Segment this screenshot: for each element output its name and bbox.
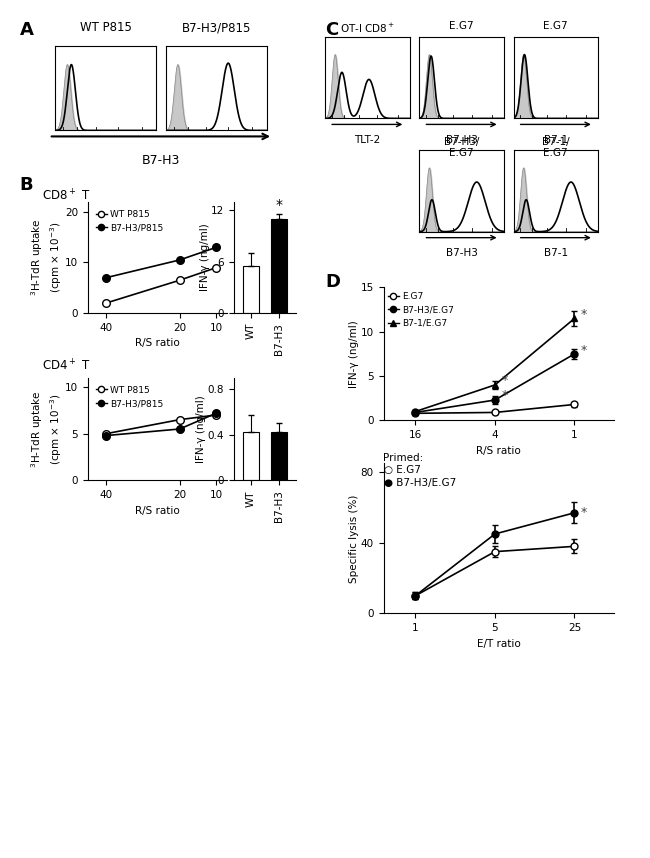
- Bar: [271, 432, 287, 480]
- Text: *: *: [581, 506, 587, 519]
- X-axis label: R/S ratio: R/S ratio: [135, 505, 180, 516]
- Text: B7-H3: B7-H3: [445, 135, 478, 145]
- Text: B: B: [20, 176, 33, 194]
- Y-axis label: IFN-γ (ng/ml): IFN-γ (ng/ml): [349, 320, 359, 388]
- Text: ● B7-H3/E.G7: ● B7-H3/E.G7: [384, 478, 456, 488]
- Text: OT-I CD8$^+$: OT-I CD8$^+$: [339, 21, 395, 34]
- Y-axis label: $^3$H-TdR uptake
(cpm × 10$^{-3}$): $^3$H-TdR uptake (cpm × 10$^{-3}$): [29, 390, 64, 468]
- Text: CD8$^+$ T: CD8$^+$ T: [42, 189, 90, 204]
- X-axis label: E/T ratio: E/T ratio: [477, 638, 521, 649]
- Text: ○ E.G7: ○ E.G7: [384, 465, 421, 475]
- Text: Primed:: Primed:: [384, 453, 424, 463]
- Text: *: *: [581, 308, 587, 321]
- Legend: WT P815, B7-H3/P815: WT P815, B7-H3/P815: [92, 206, 167, 236]
- Text: B7-H3: B7-H3: [142, 154, 181, 167]
- Text: B7-H3/P815: B7-H3/P815: [182, 21, 251, 34]
- Text: E.G7: E.G7: [449, 148, 474, 159]
- Text: A: A: [20, 21, 33, 39]
- Text: C: C: [325, 21, 338, 39]
- Text: D: D: [325, 273, 340, 291]
- Text: B7-1: B7-1: [543, 135, 568, 145]
- Y-axis label: Specific lysis (%): Specific lysis (%): [349, 494, 359, 583]
- Y-axis label: IFN-γ (ng/ml): IFN-γ (ng/ml): [196, 396, 207, 462]
- Text: *: *: [581, 343, 587, 357]
- Text: *: *: [276, 198, 282, 212]
- Y-axis label: $^3$H-TdR uptake
(cpm × 10$^{-3}$): $^3$H-TdR uptake (cpm × 10$^{-3}$): [29, 219, 64, 296]
- Text: E.G7: E.G7: [449, 21, 474, 32]
- Text: E.G7: E.G7: [543, 21, 568, 32]
- Text: E.G7: E.G7: [543, 148, 568, 159]
- Legend: E.G7, B7-H3/E.G7, B7-1/E.G7: E.G7, B7-H3/E.G7, B7-1/E.G7: [388, 292, 454, 328]
- Y-axis label: IFN-γ (ng/ml): IFN-γ (ng/ml): [200, 224, 210, 291]
- Bar: [243, 266, 259, 313]
- Text: B7-H3/: B7-H3/: [444, 137, 479, 148]
- Text: *: *: [501, 374, 508, 387]
- Bar: [271, 219, 287, 313]
- Text: *: *: [501, 389, 508, 402]
- Text: B7-H3: B7-H3: [445, 248, 478, 258]
- X-axis label: R/S ratio: R/S ratio: [476, 445, 521, 456]
- Text: B7-1/: B7-1/: [542, 137, 569, 148]
- Text: TLT-2: TLT-2: [354, 135, 380, 145]
- Text: WT P815: WT P815: [80, 21, 132, 34]
- X-axis label: R/S ratio: R/S ratio: [135, 338, 180, 348]
- Text: CD4$^+$ T: CD4$^+$ T: [42, 359, 90, 374]
- Text: B7-1: B7-1: [543, 248, 568, 258]
- Bar: [243, 432, 259, 480]
- Legend: WT P815, B7-H3/P815: WT P815, B7-H3/P815: [92, 382, 167, 412]
